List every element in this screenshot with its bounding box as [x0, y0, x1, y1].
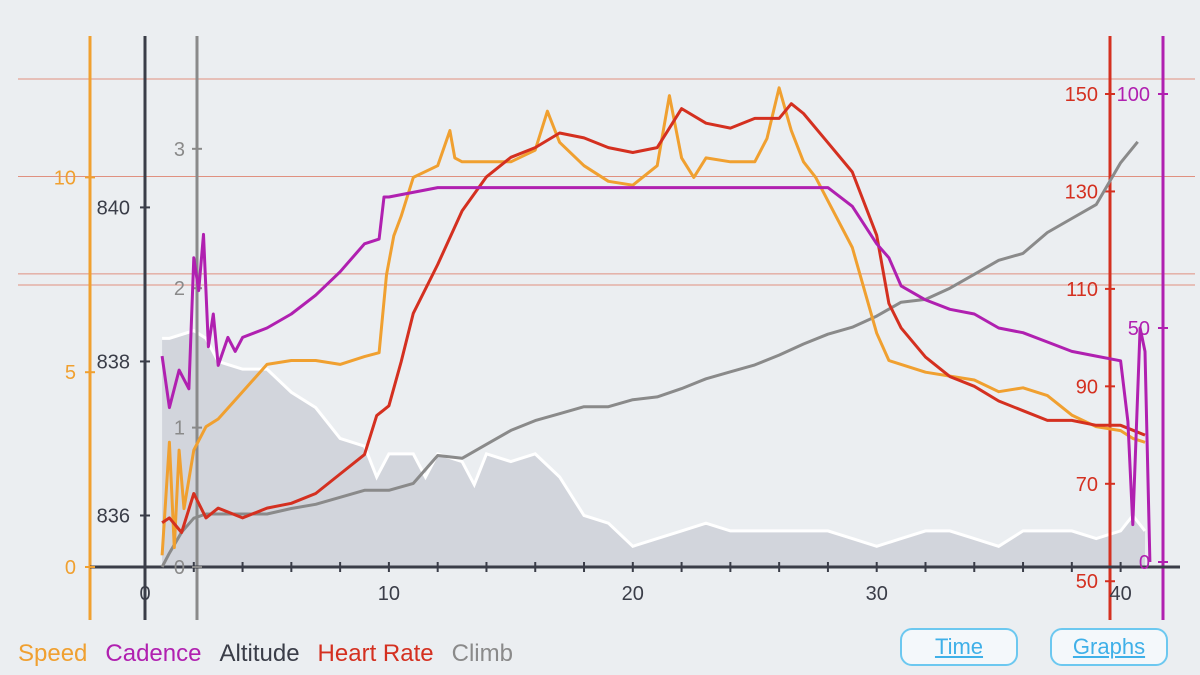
heart_rate-tick-label: 150 — [1065, 84, 1098, 106]
x-tick-label: 40 — [1109, 583, 1131, 605]
altitude-tick-label: 838 — [97, 351, 130, 373]
legend-altitude: Altitude — [219, 640, 300, 667]
legend: Speed Cadence Altitude Heart Rate Climb — [18, 640, 531, 668]
x-tick-label: 10 — [378, 583, 400, 605]
heart_rate-tick-label: 50 — [1076, 571, 1098, 593]
speed-tick-label: 10 — [54, 167, 76, 189]
x-tick-label: 0 — [139, 583, 150, 605]
climb-tick-label: 0 — [174, 557, 185, 579]
heart-rate-series-line — [161, 102, 1146, 534]
x-tick-label: 30 — [866, 583, 888, 605]
heart_rate-tick-label: 90 — [1076, 376, 1098, 398]
altitude-line — [162, 329, 1147, 548]
climb-tick-label: 1 — [174, 418, 185, 440]
altitude-tick-label: 836 — [97, 505, 130, 527]
cadence-tick-label: 100 — [1117, 84, 1150, 106]
legend-heart-rate: Heart Rate — [317, 640, 434, 667]
climb-series-line — [160, 140, 1139, 568]
legend-climb: Climb — [451, 640, 513, 667]
altitude-tick-label: 840 — [97, 197, 130, 219]
cadence-series-line — [160, 186, 1152, 563]
climb-tick-label: 3 — [174, 139, 185, 161]
heart_rate-tick-label: 130 — [1065, 181, 1098, 203]
cadence-tick-label: 0 — [1139, 552, 1150, 574]
altitude-area — [162, 330, 1145, 567]
speed-tick-label: 0 — [65, 557, 76, 579]
heart_rate-tick-label: 110 — [1066, 279, 1098, 301]
x-tick-label: 20 — [622, 583, 644, 605]
heart_rate-tick-label: 70 — [1076, 474, 1098, 496]
legend-cadence: Cadence — [105, 640, 202, 667]
legend-speed: Speed — [18, 640, 88, 667]
speed-series-line — [160, 86, 1146, 556]
time-button[interactable]: Time — [900, 628, 1018, 666]
graphs-button[interactable]: Graphs — [1050, 628, 1168, 666]
speed-tick-label: 5 — [65, 362, 76, 384]
climb-tick-label: 2 — [174, 278, 185, 300]
